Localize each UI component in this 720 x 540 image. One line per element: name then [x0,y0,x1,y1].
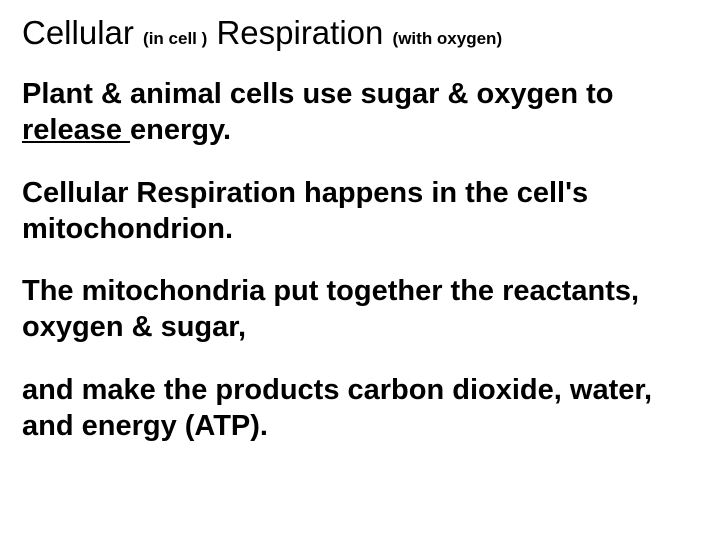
title-sub-1: (in cell ) [143,29,207,48]
slide-title: Cellular (in cell ) Respiration (with ox… [22,14,698,52]
paragraph-2: Cellular Respiration happens in the cell… [22,175,698,248]
p1-pre: Plant & animal cells use sugar & oxygen … [22,78,613,110]
p1-underlined: release [22,114,130,146]
p1-post: energy. [130,114,231,146]
title-word-1: Cellular [22,14,134,51]
slide-container: Cellular (in cell ) Respiration (with ox… [0,0,720,540]
paragraph-3: The mitochondria put together the reacta… [22,273,698,346]
paragraph-1: Plant & animal cells use sugar & oxygen … [22,76,698,149]
title-sub-2: (with oxygen) [393,29,503,48]
paragraph-4: and make the products carbon dioxide, wa… [22,372,698,445]
title-word-2: Respiration [216,14,383,51]
